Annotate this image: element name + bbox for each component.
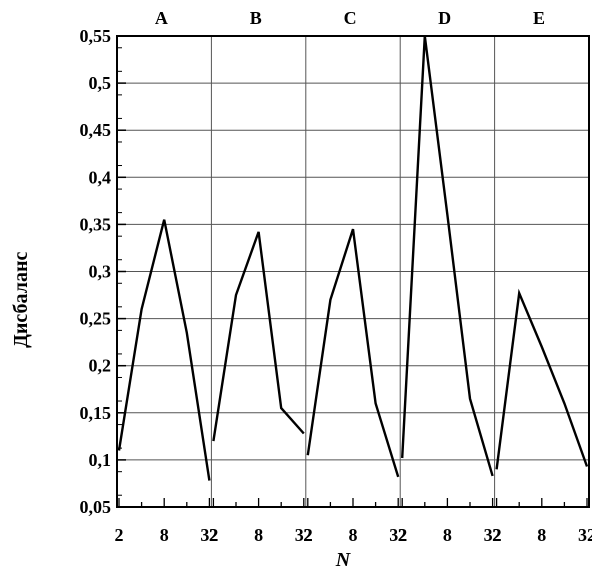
- y-tick-label: 0,4: [89, 167, 112, 187]
- x-tick-label: 2: [303, 525, 312, 545]
- x-axis: 2 8 322 8 322 8 322 8 322 8 32: [115, 498, 592, 545]
- x-tick-label: 8: [349, 525, 358, 545]
- y-tick-label: 0,1: [89, 450, 112, 470]
- y-tick-label: 0,55: [80, 26, 112, 46]
- series-line-B: [212, 231, 305, 442]
- series-line-A: [117, 219, 211, 481]
- y-tick-label: 0,35: [80, 214, 112, 234]
- y-tick-label: 0,05: [80, 497, 112, 517]
- y-axis: 0,05 0,1 0,15 0,2 0,25 0,3 0,35 0,4 0,45 0,5 0,55: [80, 26, 126, 517]
- x-tick-label: 32: [484, 525, 502, 545]
- x-tick-label: 8: [537, 525, 546, 545]
- panel-label: D: [438, 8, 451, 28]
- x-tick-label: 32: [295, 525, 313, 545]
- x-tick-label: 2: [398, 525, 407, 545]
- y-tick-label: 0,15: [80, 403, 112, 423]
- y-axis-label: Дисбаланс: [10, 252, 32, 348]
- x-tick-label: 8: [254, 525, 263, 545]
- x-tick-label: 8: [443, 525, 452, 545]
- panel-label: C: [344, 8, 357, 28]
- y-tick-label: 0,2: [89, 356, 112, 376]
- x-tick-label: 32: [578, 525, 592, 545]
- grid: [117, 36, 589, 507]
- y-tick-label: 0,45: [80, 120, 112, 140]
- series-layer: [117, 35, 589, 481]
- x-tick-label: 32: [389, 525, 407, 545]
- x-tick-label: 8: [160, 525, 169, 545]
- series-line-D: [401, 35, 494, 477]
- x-axis-label: N: [335, 549, 352, 571]
- series-line-C: [306, 228, 400, 478]
- panel-label: A: [155, 8, 168, 28]
- series-line-E: [495, 288, 589, 470]
- x-tick-label: 2: [492, 525, 501, 545]
- x-tick-label: 2: [115, 525, 124, 545]
- panel-labels: A B C D E: [155, 8, 545, 28]
- panel-label: B: [250, 8, 262, 28]
- x-tick-label: 2: [209, 525, 218, 545]
- y-tick-label: 0,5: [89, 73, 112, 93]
- panel-label: E: [533, 8, 545, 28]
- y-tick-label: 0,3: [89, 262, 112, 282]
- y-tick-label: 0,25: [80, 309, 112, 329]
- x-tick-label: 32: [200, 525, 218, 545]
